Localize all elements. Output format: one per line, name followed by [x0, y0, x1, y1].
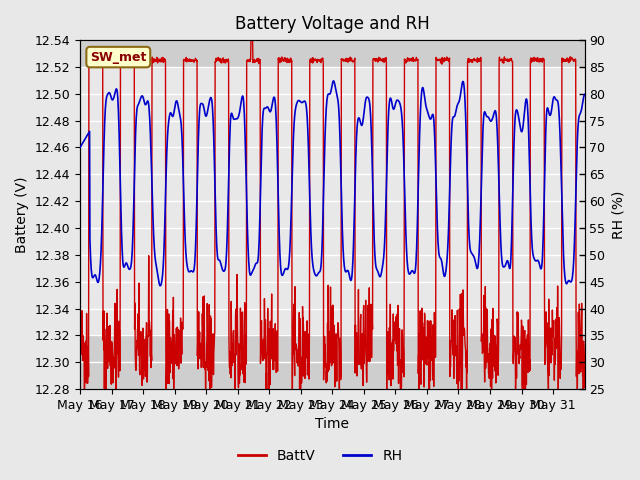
Bar	[80, 336, 584, 389]
Legend: BattV, RH: BattV, RH	[232, 443, 408, 468]
X-axis label: Time: Time	[316, 418, 349, 432]
Bar	[80, 40, 584, 67]
Title: Battery Voltage and RH: Battery Voltage and RH	[235, 15, 429, 33]
Y-axis label: Battery (V): Battery (V)	[15, 176, 29, 253]
Text: SW_met: SW_met	[90, 50, 147, 63]
Y-axis label: RH (%): RH (%)	[611, 191, 625, 239]
